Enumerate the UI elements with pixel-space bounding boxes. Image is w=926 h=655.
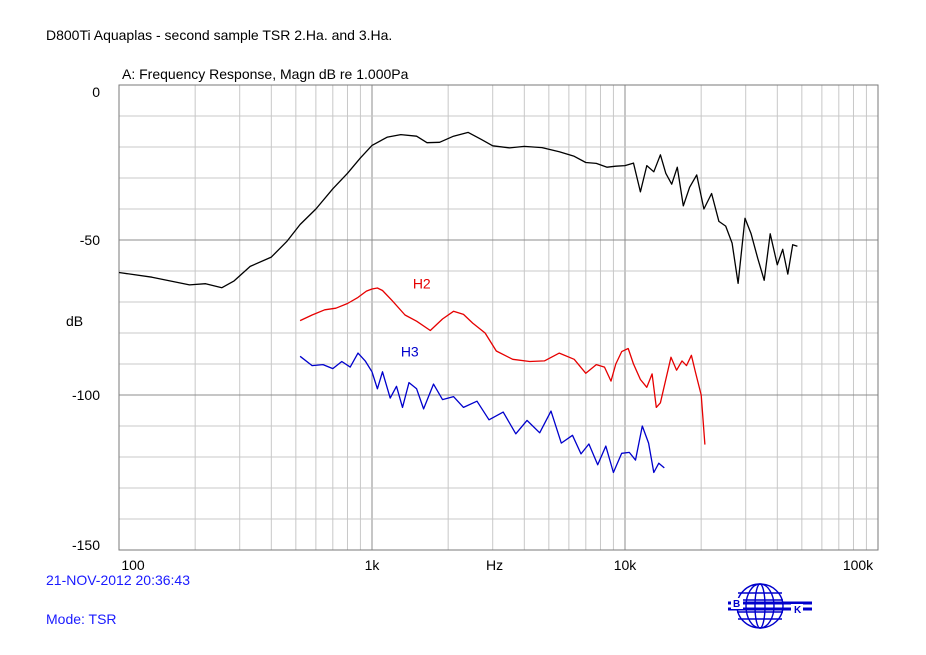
y-tick-label: -150 [72, 537, 100, 553]
chart-grid [119, 85, 878, 550]
series-line-h2 [299, 287, 706, 445]
x-tick-labels: 100 1k 10k 100k [121, 557, 874, 573]
logo-letter-k: K [794, 605, 802, 616]
mode-label: Mode: TSR [46, 611, 117, 627]
chart-title: A: Frequency Response, Magn dB re 1.000P… [122, 66, 409, 82]
series-layer [118, 131, 798, 474]
series-annotation-h3: H3 [401, 344, 419, 360]
series-line-response [118, 131, 798, 289]
y-tick-labels: 0 -50 -100 -150 [72, 84, 100, 553]
x-tick-label: 100 [121, 557, 145, 573]
x-tick-label: 100k [843, 557, 874, 573]
document-title: D800Ti Aquaplas - second sample TSR 2.Ha… [46, 27, 393, 43]
x-tick-label: 10k [614, 557, 638, 573]
bk-globe-logo-icon: B K [728, 583, 812, 629]
timestamp: 21-NOV-2012 20:36:43 [46, 572, 190, 588]
y-tick-label: 0 [92, 84, 100, 100]
y-axis-label: dB [66, 313, 83, 329]
logo-letter-b: B [733, 599, 740, 610]
y-tick-label: -100 [72, 387, 100, 403]
annotation-layer: H2 H3 [401, 275, 431, 359]
series-line-h3 [299, 352, 665, 474]
series-annotation-h2: H2 [413, 275, 431, 291]
x-axis-label: Hz [486, 557, 503, 573]
plot-frame [118, 84, 879, 551]
x-tick-label: 1k [365, 557, 381, 573]
y-tick-label: -50 [80, 232, 100, 248]
